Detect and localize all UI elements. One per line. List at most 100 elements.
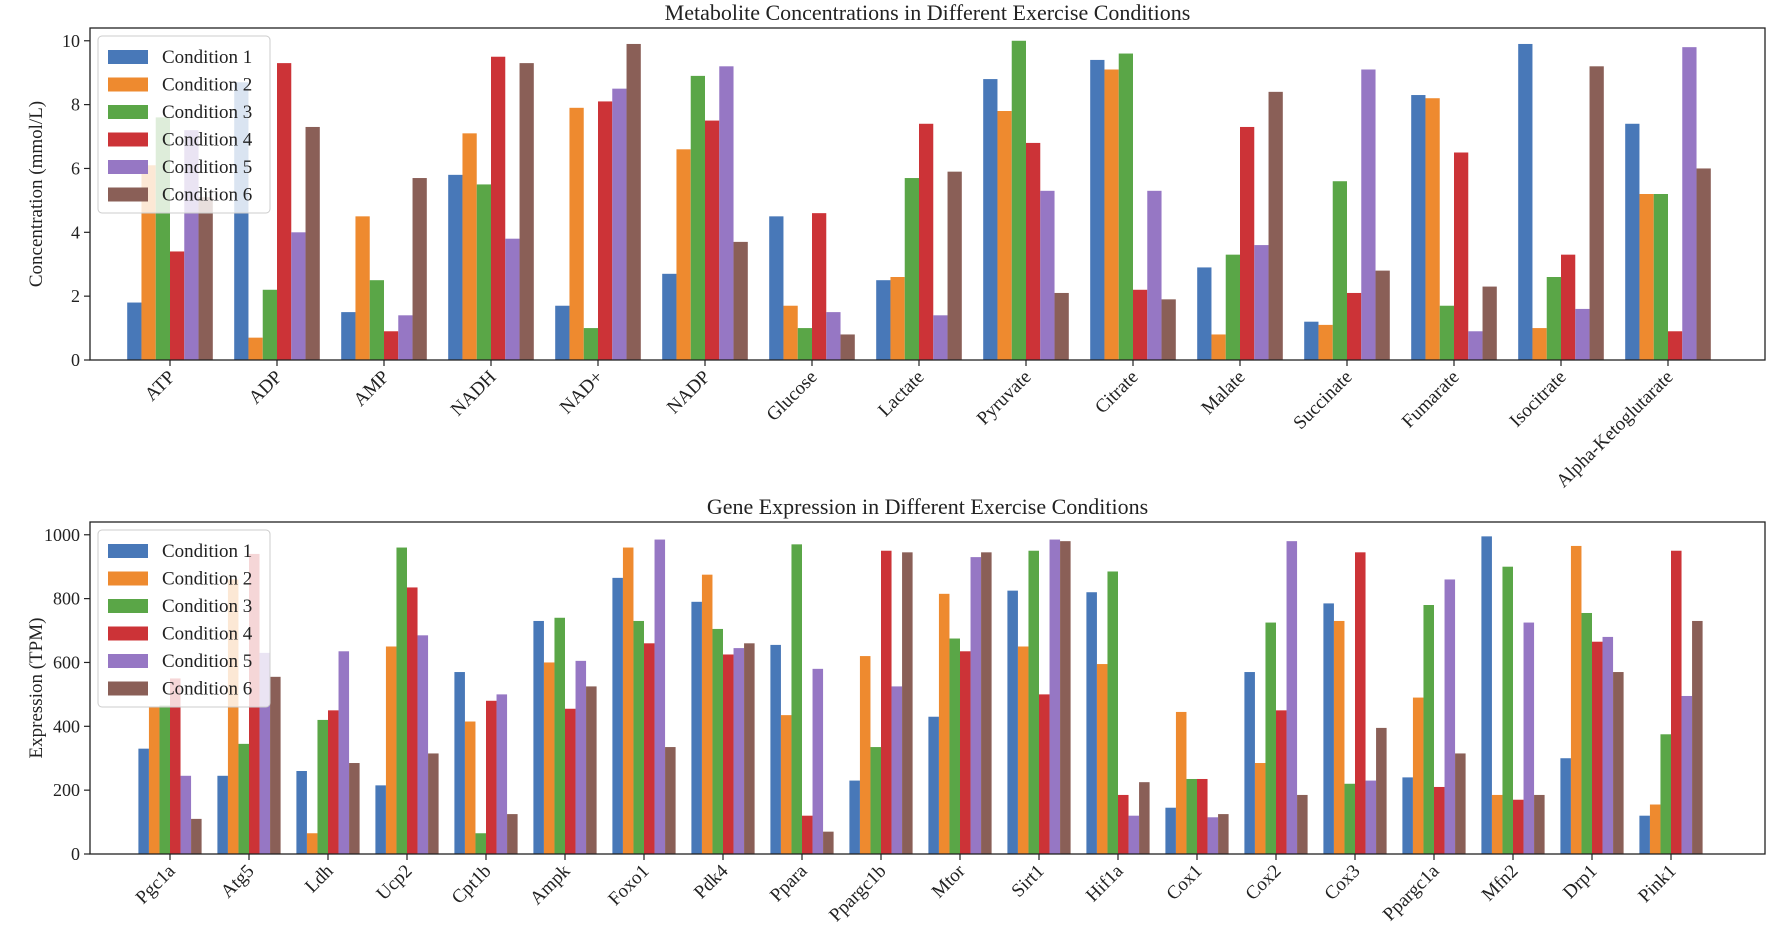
bar-nadp-condition-2 [676,149,691,360]
bar-ppara-condition-3 [791,544,802,854]
bar-lactate-condition-2 [890,277,905,360]
x-tick-label: Hif1a [1082,860,1128,906]
bar-pink1-condition-6 [1692,620,1703,854]
bar-malate-condition-4 [1240,126,1255,360]
bar-lactate-condition-4 [919,123,934,361]
bar-citrate-condition-5 [1147,190,1162,360]
bar-malate-condition-2 [1211,334,1226,360]
bar-pdk4-condition-5 [733,648,745,854]
bar-pyruvate-condition-4 [1026,142,1041,360]
bar-mfn2-condition-4 [1513,799,1524,854]
bar-nadh-condition-5 [505,238,520,360]
bar-isocitrate-condition-4 [1561,254,1576,360]
bar-pgc1a-condition-5 [180,775,192,854]
plot-frame [89,27,1766,361]
bar-nad--condition-5 [612,88,627,361]
y-tick-label: 200 [53,780,80,800]
bar-nadp-condition-1 [662,273,677,360]
bar-drp1-condition-4 [1592,641,1603,854]
bar-succinate-condition-1 [1304,321,1319,360]
bar-nadh-condition-3 [476,184,491,360]
bar-sirt1-condition-5 [1049,539,1061,854]
legend-label-condition-2: Condition 2 [162,569,252,590]
bar-malate-condition-1 [1197,267,1212,360]
bar-pdk4-condition-2 [701,574,713,854]
bar-isocitrate-condition-6 [1589,66,1604,361]
bar-ppargc1a-condition-3 [1423,605,1434,854]
bar-nad--condition-2 [569,107,584,360]
bar-pink1-condition-3 [1660,734,1671,854]
bar-ampk-condition-1 [533,620,544,854]
bar-mtor-condition-6 [981,552,992,854]
x-tick-label: Isocitrate [1506,367,1571,432]
bar-foxo1-condition-5 [654,539,666,854]
legend-label-condition-5: Condition 5 [162,157,252,178]
bar-pyruvate-condition-1 [983,79,998,361]
bar-pgc1a-condition-2 [148,707,160,854]
bar-ucp2-condition-1 [375,785,386,854]
bar-cox2-condition-3 [1265,622,1276,854]
bar-ldh-condition-1 [296,771,307,854]
bar-mtor-condition-5 [970,557,982,854]
y-tick-label: 10 [62,31,80,51]
bar-drp1-condition-6 [1613,672,1624,854]
y-tick-label: 1000 [44,525,80,545]
bar-pink1-condition-2 [1649,804,1661,854]
bar-isocitrate-condition-2 [1532,328,1547,360]
bar-cox3-condition-5 [1365,780,1377,854]
bar-ampk-condition-3 [554,617,565,854]
bar-atp-condition-4 [170,251,185,360]
bar-nadh-condition-6 [519,63,534,360]
bar-isocitrate-condition-5 [1575,308,1590,360]
bar-pgc1a-condition-6 [191,818,202,854]
bar-citrate-condition-4 [1133,289,1148,360]
bar-ucp2-condition-5 [417,635,429,854]
bar-alpha-ketoglutarate-condition-3 [1653,194,1668,360]
bar-fumarate-condition-6 [1482,286,1497,360]
y-tick-label: 2 [71,286,80,306]
bar-alpha-ketoglutarate-condition-5 [1682,47,1697,361]
bar-alpha-ketoglutarate-condition-1 [1625,123,1640,361]
bar-cpt1b-condition-6 [507,814,518,854]
x-tick-label: Pink1 [1634,861,1680,907]
bar-cox3-condition-3 [1344,783,1355,854]
bar-pdk4-condition-1 [691,601,702,854]
x-tick-label: Pyruvate [973,367,1036,430]
y-tick-label: 600 [53,652,80,672]
bar-mfn2-condition-5 [1523,622,1535,854]
legend-label-condition-2: Condition 2 [162,75,252,96]
x-tick-label: Cox2 [1242,861,1286,905]
x-tick-label: Lactate [874,367,928,421]
chart-title: Gene Expression in Different Exercise Co… [707,494,1148,519]
bar-foxo1-condition-2 [622,547,634,854]
bar-mtor-condition-2 [938,593,950,854]
legend-label-condition-3: Condition 3 [162,596,252,617]
bar-pgc1a-condition-4 [170,678,181,854]
bar-sirt1-condition-1 [1007,590,1018,854]
bar-succinate-condition-6 [1375,270,1390,360]
bar-glucose-condition-1 [769,216,784,360]
x-tick-label: Mfn2 [1478,861,1523,906]
bar-cox1-condition-6 [1218,814,1229,854]
bar-foxo1-condition-3 [633,620,644,854]
legend-swatch-condition-5 [108,160,148,174]
bar-citrate-condition-6 [1161,299,1176,360]
bar-citrate-condition-1 [1090,59,1105,361]
legend-swatch-condition-3 [108,599,148,613]
bar-hif1a-condition-6 [1139,782,1150,854]
bar-atg5-condition-1 [217,775,228,854]
bar-cox1-condition-3 [1186,778,1197,854]
y-axis-label: Concentration (mmol/L) [26,101,47,287]
bar-sirt1-condition-2 [1017,646,1029,854]
bar-pdk4-condition-4 [723,654,734,854]
bar-ppara-condition-2 [780,715,792,854]
bar-pink1-condition-5 [1681,695,1693,854]
bar-amp-condition-6 [412,178,427,360]
bar-ppargc1b-condition-3 [870,747,881,854]
bar-ldh-condition-4 [328,710,339,854]
bar-cox1-condition-5 [1207,817,1219,854]
y-tick-label: 0 [71,844,80,864]
bar-hif1a-condition-2 [1096,664,1108,854]
bar-atp-condition-2 [141,165,156,360]
